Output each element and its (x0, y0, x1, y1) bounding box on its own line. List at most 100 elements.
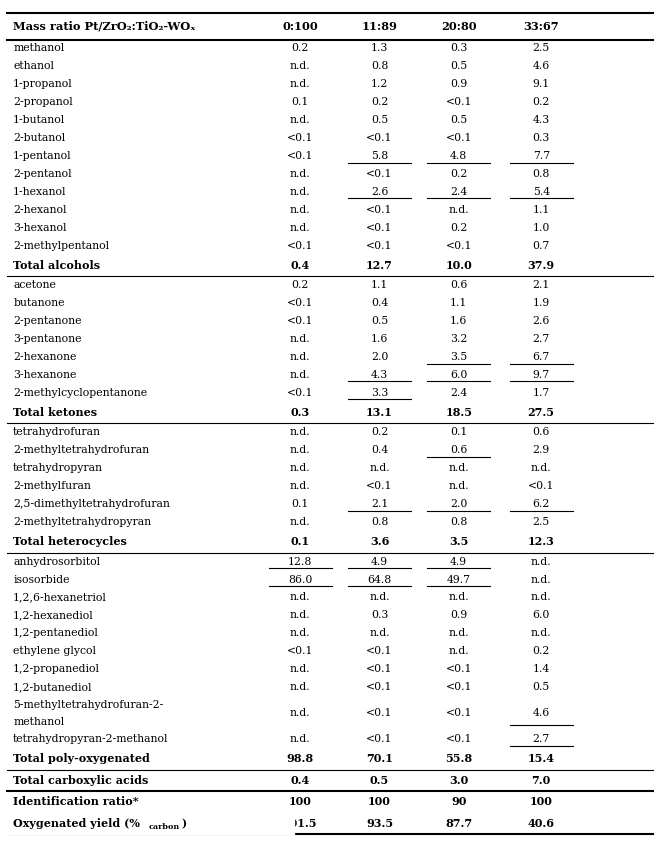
Text: Oxygenated yield (%carbon): Oxygenated yield (%carbon) (13, 818, 189, 829)
Text: 64.8: 64.8 (368, 574, 391, 584)
Text: ethylene glycol: ethylene glycol (13, 646, 96, 656)
Text: n.d.: n.d. (290, 517, 311, 527)
Text: 3.3: 3.3 (371, 388, 388, 398)
Text: <0.1: <0.1 (287, 316, 314, 326)
Text: 0.6: 0.6 (533, 427, 550, 437)
Text: 1.9: 1.9 (533, 299, 550, 309)
Text: 0.4: 0.4 (290, 775, 310, 786)
Text: 49.7: 49.7 (447, 574, 471, 584)
Text: n.d.: n.d. (290, 708, 311, 718)
Text: tetrahydropyran-2-methanol: tetrahydropyran-2-methanol (13, 734, 169, 744)
Text: 100: 100 (530, 796, 552, 807)
Text: 90: 90 (451, 796, 467, 807)
Text: n.d.: n.d. (531, 574, 552, 584)
Text: 2,5-dimethyltetrahydrofuran: 2,5-dimethyltetrahydrofuran (13, 500, 170, 509)
Text: 55.8: 55.8 (445, 754, 473, 764)
Text: 4.3: 4.3 (533, 115, 550, 125)
Text: 1.1: 1.1 (371, 280, 388, 290)
Text: <0.1: <0.1 (366, 708, 393, 718)
Text: 0.5: 0.5 (450, 61, 467, 71)
Text: 2-methyltetrahydrofuran: 2-methyltetrahydrofuran (13, 446, 149, 455)
Text: 40.6: 40.6 (528, 818, 554, 829)
Text: n.d.: n.d. (448, 646, 469, 656)
Text: 2.5: 2.5 (533, 517, 550, 527)
Text: 98.8: 98.8 (286, 754, 314, 764)
Text: 0.5: 0.5 (371, 115, 388, 125)
Text: n.d.: n.d. (369, 463, 390, 473)
Text: 2-hexanol: 2-hexanol (13, 205, 67, 215)
Text: 0.5: 0.5 (370, 775, 389, 786)
Text: <0.1: <0.1 (366, 682, 393, 692)
Text: n.d.: n.d. (290, 79, 311, 89)
Text: Total ketones: Total ketones (13, 407, 97, 418)
Text: n.d.: n.d. (290, 682, 311, 692)
Text: 3.6: 3.6 (370, 537, 389, 547)
Text: 1.2: 1.2 (371, 79, 388, 89)
Text: 1.0: 1.0 (533, 223, 550, 233)
Text: 4.8: 4.8 (450, 151, 467, 161)
Text: 0.9: 0.9 (450, 79, 467, 89)
Text: 0.1: 0.1 (450, 427, 467, 437)
Text: n.d.: n.d. (448, 592, 469, 602)
Text: n.d.: n.d. (290, 205, 311, 215)
Text: 0.3: 0.3 (450, 44, 467, 54)
Text: 1,2-hexanediol: 1,2-hexanediol (13, 611, 94, 621)
Text: n.d.: n.d. (531, 628, 552, 638)
Text: n.d.: n.d. (290, 61, 311, 71)
Text: <0.1: <0.1 (366, 133, 393, 143)
Text: n.d.: n.d. (290, 592, 311, 602)
Text: 0.6: 0.6 (450, 446, 467, 455)
Text: <0.1: <0.1 (366, 169, 393, 179)
Text: 2.7: 2.7 (533, 334, 550, 344)
Text: n.d.: n.d. (290, 427, 311, 437)
Text: 2.5: 2.5 (533, 44, 550, 54)
Text: 0.4: 0.4 (371, 299, 388, 309)
Text: 100: 100 (289, 796, 312, 807)
Text: 2.6: 2.6 (371, 187, 388, 197)
Text: 0.5: 0.5 (450, 115, 467, 125)
Text: 93.5: 93.5 (366, 818, 393, 829)
Text: 0.2: 0.2 (371, 98, 388, 108)
Text: n.d.: n.d. (290, 611, 311, 621)
Text: 2.6: 2.6 (533, 316, 550, 326)
Text: 15.4: 15.4 (528, 754, 554, 764)
Bar (0, 812, 294, 834)
Text: 2-methyltetrahydropyran: 2-methyltetrahydropyran (13, 517, 151, 527)
Text: 6.0: 6.0 (450, 370, 467, 380)
Text: n.d.: n.d. (369, 592, 390, 602)
Text: 87.7: 87.7 (445, 818, 473, 829)
Text: 2-butanol: 2-butanol (13, 133, 65, 143)
Text: 1-pentanol: 1-pentanol (13, 151, 72, 161)
Text: 101.5: 101.5 (283, 818, 317, 829)
Text: 4.6: 4.6 (533, 61, 550, 71)
Text: n.d.: n.d. (290, 223, 311, 233)
Text: 10.0: 10.0 (446, 260, 472, 271)
Text: n.d.: n.d. (290, 115, 311, 125)
Text: tetrahydropyran: tetrahydropyran (13, 463, 103, 473)
Text: <0.1: <0.1 (446, 708, 472, 718)
Text: 0.3: 0.3 (371, 611, 388, 621)
Text: 33:67: 33:67 (523, 20, 559, 32)
Text: 1.6: 1.6 (371, 334, 388, 344)
Text: 27.5: 27.5 (528, 407, 554, 418)
Text: Total alcohols: Total alcohols (13, 260, 100, 271)
Text: Oxygenated yield (%: Oxygenated yield (% (13, 818, 140, 829)
Text: 2-methylcyclopentanone: 2-methylcyclopentanone (13, 388, 147, 398)
Text: methanol: methanol (13, 717, 65, 727)
Text: 1.7: 1.7 (533, 388, 550, 398)
Text: 9.7: 9.7 (533, 370, 550, 380)
Text: n.d.: n.d. (448, 205, 469, 215)
Text: 1.1: 1.1 (450, 299, 467, 309)
Text: n.d.: n.d. (448, 628, 469, 638)
Text: 1,2-butanediol: 1,2-butanediol (13, 682, 92, 692)
Text: 100: 100 (368, 796, 391, 807)
Text: 12.7: 12.7 (366, 260, 393, 271)
Text: 5.4: 5.4 (533, 187, 550, 197)
Text: n.d.: n.d. (531, 463, 552, 473)
Text: 2.0: 2.0 (450, 500, 467, 509)
Text: n.d.: n.d. (369, 628, 390, 638)
Text: 0.4: 0.4 (290, 260, 310, 271)
Text: 1.3: 1.3 (371, 44, 388, 54)
Text: <0.1: <0.1 (366, 481, 393, 491)
Text: <0.1: <0.1 (366, 664, 393, 674)
